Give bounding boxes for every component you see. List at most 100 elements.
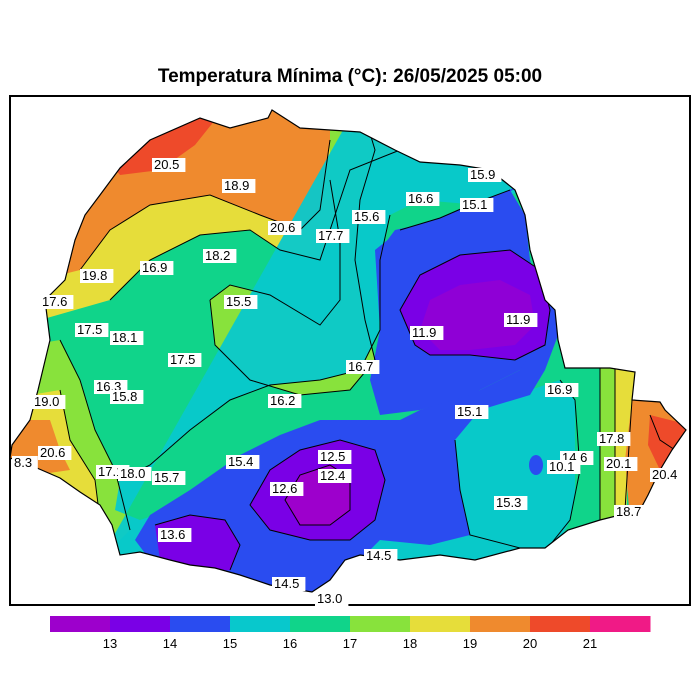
station-value: 16.2: [270, 393, 295, 408]
station-label-bg: [315, 592, 349, 606]
station-label: 8.3: [12, 455, 38, 470]
legend-tick-label: 15: [223, 636, 237, 651]
station-label-bg: [364, 549, 398, 563]
station-label-bg: [346, 360, 380, 374]
station-label: 13.6: [158, 527, 192, 542]
station-label-bg: [268, 394, 302, 408]
station-value: 15.4: [228, 454, 253, 469]
station-label-bg: [318, 450, 352, 464]
station-label-bg: [494, 496, 528, 510]
station-label: 15.4: [226, 454, 260, 469]
station-value: 8.3: [14, 455, 32, 470]
legend-tick-label: 13: [103, 636, 117, 651]
station-label: 19.8: [80, 268, 114, 283]
station-label-bg: [152, 471, 186, 485]
station-label: 20.4: [650, 467, 684, 482]
station-label: 12.5: [318, 449, 352, 464]
station-label: 16.7: [346, 359, 380, 374]
legend-swatch: [410, 616, 471, 632]
station-label-bg: [455, 405, 489, 419]
legend-swatch: [290, 616, 351, 632]
station-label: 13.0: [315, 591, 349, 606]
legend-swatch: [110, 616, 171, 632]
station-label-bg: [40, 295, 74, 309]
station-label-bg: [152, 158, 186, 172]
station-label: 11.9: [504, 312, 538, 327]
station-label-bg: [110, 331, 144, 345]
station-value: 15.1: [462, 197, 487, 212]
station-label: 16.9: [545, 382, 579, 397]
station-label-bg: [110, 390, 144, 404]
station-value: 20.5: [154, 157, 179, 172]
station-label: 18.2: [203, 248, 237, 263]
station-label: 18.9: [222, 178, 256, 193]
station-value: 16.9: [547, 382, 572, 397]
station-label-bg: [406, 192, 440, 206]
station-label-bg: [504, 313, 538, 327]
station-value: 14.5: [366, 548, 391, 563]
station-value: 17.6: [42, 294, 67, 309]
station-label-bg: [272, 577, 306, 591]
station-value: 20.6: [40, 445, 65, 460]
station-label-bg: [270, 482, 304, 496]
legend-ticks: 13 14 15 16 17 18 19 20 21: [103, 636, 597, 651]
station-label: 14.5: [364, 548, 398, 563]
station-label: 17.8: [597, 431, 631, 446]
station-label-bg: [80, 269, 114, 283]
station-label: 18.1: [110, 330, 144, 345]
station-value: 17.1: [98, 464, 123, 479]
station-value: 18.2: [205, 248, 230, 263]
legend-tick-label: 21: [583, 636, 597, 651]
station-label-bg: [226, 455, 260, 469]
station-label: 18.0: [118, 466, 152, 481]
legend-swatch: [590, 616, 651, 632]
station-value: 17.7: [318, 228, 343, 243]
legend-swatch: [230, 616, 291, 632]
station-value: 16.9: [142, 260, 167, 275]
station-label: 20.1: [604, 456, 638, 471]
station-label: 14.5: [272, 576, 306, 591]
station-label: 17.5: [168, 352, 202, 367]
station-label: 12.4: [318, 468, 352, 483]
legend-swatch: [350, 616, 411, 632]
station-label-bg: [545, 383, 579, 397]
legend-swatch: [50, 616, 111, 632]
station-labels: 20.5 18.9 20.6 17.7 15.6 16.6 15.9 15.1 18.2 16.9…: [12, 157, 684, 606]
map-title: Temperatura Mínima (°C): 26/05/2025 05:0…: [157, 66, 543, 87]
station-value: 18.9: [224, 178, 249, 193]
station-label-bg: [614, 505, 648, 519]
station-label: 20.6: [38, 445, 72, 460]
station-value: 10.1: [549, 459, 574, 474]
station-label: 10.1: [547, 459, 581, 474]
station-label-bg: [224, 295, 258, 309]
station-label-bg: [318, 469, 352, 483]
station-label: 17.6: [40, 294, 74, 309]
isotherm-lines: [59, 110, 676, 571]
station-label-bg: [268, 221, 302, 235]
station-value: 20.1: [606, 456, 631, 471]
station-value: 20.4: [652, 467, 677, 482]
station-label: 15.1: [460, 197, 494, 212]
station-label: 15.5: [224, 294, 258, 309]
station-value: 12.6: [272, 481, 297, 496]
legend-swatch: [530, 616, 591, 632]
station-value: 11.9: [412, 325, 436, 340]
station-value: 16.7: [348, 359, 373, 374]
station-value: 18.0: [120, 466, 145, 481]
station-value: 17.8: [599, 431, 624, 446]
station-label: 12.6: [270, 481, 304, 496]
station-value: 15.9: [470, 167, 495, 182]
legend-swatch: [170, 616, 231, 632]
station-label-bg: [650, 468, 684, 482]
station-label: 20.5: [152, 157, 186, 172]
station-value: 20.6: [270, 220, 295, 235]
station-value: 16.6: [408, 191, 433, 206]
station-label-bg: [203, 249, 237, 263]
station-value: 15.1: [457, 404, 482, 419]
station-label-bg: [410, 326, 444, 340]
station-label-bg: [75, 323, 109, 337]
station-label-bg: [547, 460, 581, 474]
station-label-bg: [468, 168, 502, 182]
station-label-bg: [597, 432, 631, 446]
station-label-bg: [604, 457, 638, 471]
